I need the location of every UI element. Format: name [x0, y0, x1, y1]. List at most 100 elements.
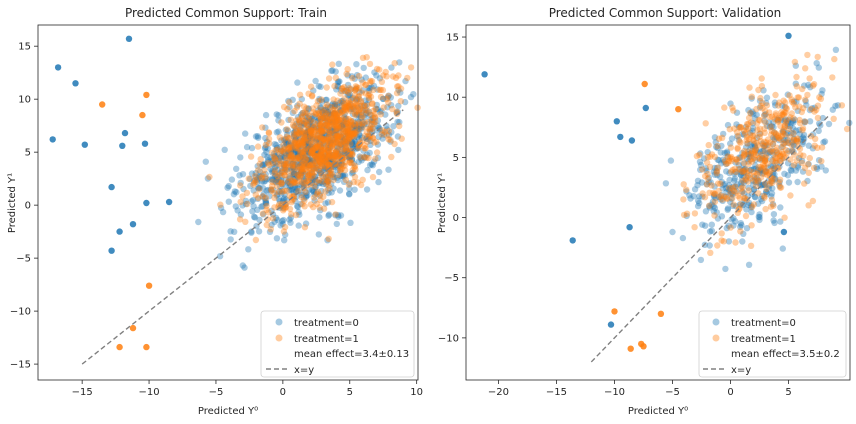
- validation-outlier-point-treatment=0: [607, 321, 615, 328]
- train-point-treatment=1: [381, 128, 389, 135]
- train-point-treatment=1: [321, 149, 329, 157]
- train-point-treatment=0: [202, 158, 209, 165]
- train-point-treatment=0: [373, 101, 380, 109]
- train-point-treatment=1: [326, 185, 333, 192]
- train-point-treatment=0: [330, 163, 337, 170]
- train-point-treatment=0: [291, 129, 298, 136]
- train-point-treatment=0: [348, 124, 356, 131]
- train-point-treatment=0: [348, 156, 356, 164]
- train-point-treatment=0: [259, 184, 267, 192]
- train-point-treatment=0: [306, 115, 313, 122]
- train-point-treatment=0: [298, 152, 306, 159]
- train-point-treatment=0: [314, 117, 322, 125]
- train-point-treatment=0: [322, 151, 329, 158]
- train-point-treatment=1: [332, 74, 339, 82]
- train-point-treatment=0: [394, 118, 401, 126]
- train-point-treatment=0: [376, 168, 383, 176]
- train-point-treatment=1: [324, 147, 332, 154]
- train-point-treatment=0: [315, 107, 322, 114]
- train-point-treatment=0: [294, 79, 301, 86]
- validation-point-treatment=1: [797, 151, 804, 158]
- train-x-ticks: −15 −10 −5 0 5 10: [72, 380, 423, 398]
- train-point-treatment=0: [273, 162, 280, 170]
- validation-point-treatment=0: [696, 199, 703, 207]
- train-point-treatment=0: [227, 228, 234, 235]
- validation-point-treatment=0: [822, 167, 829, 174]
- train-point-treatment=0: [253, 176, 261, 183]
- validation-point-treatment=1: [793, 73, 800, 81]
- train-point-treatment=0: [358, 124, 365, 131]
- train-point-treatment=1: [317, 142, 324, 150]
- train-point-treatment=0: [255, 185, 262, 192]
- train-point-treatment=1: [307, 150, 314, 157]
- train-point-treatment=1: [370, 86, 377, 94]
- train-point-treatment=1: [345, 134, 353, 142]
- train-point-treatment=1: [361, 145, 368, 152]
- train-point-treatment=0: [342, 128, 349, 135]
- train-point-treatment=1: [338, 165, 345, 173]
- train-point-treatment=1: [314, 133, 321, 140]
- train-point-treatment=0: [231, 228, 238, 235]
- train-point-treatment=0: [323, 124, 331, 131]
- train-point-treatment=0: [352, 85, 360, 92]
- validation-point-treatment=1: [814, 53, 821, 61]
- train-point-treatment=0: [343, 147, 351, 154]
- train-outlier-point-treatment=0: [121, 129, 129, 137]
- train-point-treatment=0: [331, 123, 338, 131]
- train-point-treatment=0: [322, 106, 329, 114]
- train-point-treatment=1: [341, 104, 348, 111]
- train-point-treatment=1: [372, 105, 379, 112]
- train-point-treatment=0: [304, 192, 311, 199]
- train-point-treatment=0: [286, 186, 293, 194]
- train-outlier-point-treatment=0: [108, 183, 115, 191]
- train-point-treatment=0: [294, 185, 301, 192]
- validation-point-treatment=0: [815, 64, 822, 71]
- train-point-treatment=1: [343, 129, 350, 136]
- train-point-treatment=0: [266, 192, 273, 200]
- train-point-treatment=0: [318, 179, 325, 186]
- train-point-treatment=0: [336, 99, 343, 106]
- train-point-treatment=0: [306, 170, 313, 177]
- train-point-treatment=1: [295, 154, 303, 161]
- train-point-treatment=1: [325, 235, 332, 242]
- train-point-treatment=1: [348, 160, 355, 167]
- train-point-treatment=0: [284, 139, 291, 146]
- validation-point-treatment=1: [792, 104, 799, 111]
- train-point-treatment=0: [233, 165, 240, 172]
- train-point-treatment=1: [302, 144, 309, 152]
- train-point-treatment=0: [339, 120, 346, 127]
- train-point-treatment=0: [361, 114, 368, 121]
- train-point-treatment=0: [305, 105, 312, 113]
- train-point-treatment=0: [322, 117, 329, 125]
- train-point-treatment=0: [329, 119, 336, 126]
- train-point-treatment=0: [338, 133, 345, 140]
- train-point-treatment=0: [337, 141, 345, 148]
- train-point-treatment=1: [325, 182, 332, 189]
- train-x-axis-label: Predicted Y⁰: [198, 406, 258, 417]
- train-point-treatment=0: [271, 141, 278, 148]
- train-point-treatment=1: [300, 159, 307, 166]
- train-point-treatment=0: [287, 140, 295, 147]
- train-point-treatment=0: [347, 153, 354, 161]
- train-point-treatment=0: [313, 155, 321, 162]
- train-point-treatment=1: [325, 178, 332, 185]
- validation-point-treatment=1: [801, 180, 808, 187]
- train-point-treatment=0: [304, 156, 311, 164]
- train-point-treatment=1: [302, 119, 309, 126]
- train-point-treatment=1: [217, 201, 224, 208]
- train-point-treatment=1: [299, 142, 306, 149]
- train-point-treatment=0: [294, 148, 301, 155]
- train-point-treatment=0: [334, 82, 341, 90]
- train-point-treatment=0: [348, 140, 355, 147]
- train-point-treatment=0: [347, 96, 355, 103]
- train-point-treatment=0: [278, 187, 285, 195]
- train-point-treatment=1: [310, 130, 317, 138]
- train-point-treatment=0: [348, 139, 356, 146]
- train-point-treatment=0: [313, 161, 321, 169]
- train-point-treatment=0: [366, 128, 374, 136]
- train-outlier-point-treatment=0: [49, 136, 56, 143]
- train-point-treatment=0: [195, 218, 202, 226]
- train-point-treatment=1: [243, 189, 251, 197]
- train-point-treatment=0: [397, 89, 404, 96]
- train-point-treatment=0: [329, 125, 337, 132]
